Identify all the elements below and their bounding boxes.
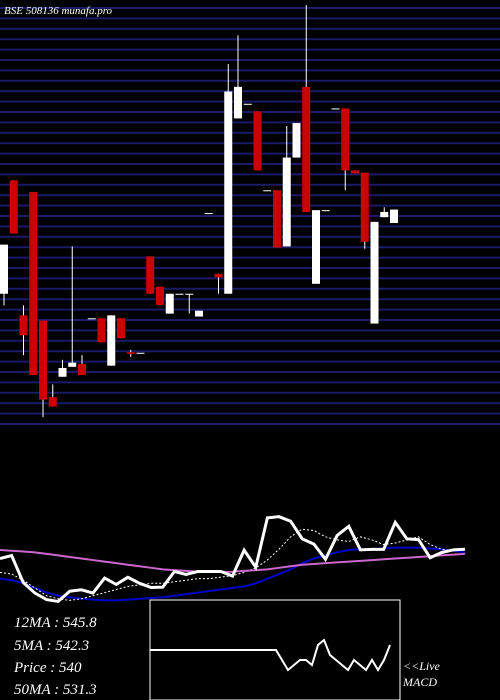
candle-body bbox=[156, 286, 164, 305]
candle-body bbox=[321, 210, 330, 212]
candle-body bbox=[214, 273, 223, 278]
candle-body bbox=[380, 211, 389, 218]
candle-body bbox=[282, 157, 291, 247]
ma-line bbox=[0, 549, 466, 573]
macd-line bbox=[150, 638, 391, 672]
candle-body bbox=[58, 367, 67, 377]
candle-body bbox=[68, 362, 77, 367]
ma-label: 12MA : 545.8 bbox=[14, 615, 97, 631]
candle-body bbox=[107, 315, 116, 366]
macd-label: <<Live bbox=[403, 659, 441, 673]
candle-body bbox=[87, 318, 96, 320]
ma-label: 5MA : 542.3 bbox=[14, 638, 89, 654]
candle-body bbox=[360, 172, 369, 242]
macd-label: MACD bbox=[402, 675, 437, 689]
candle-body bbox=[19, 315, 28, 336]
candle-body bbox=[165, 293, 174, 314]
chart-title: BSE 508136 munafa.pro bbox=[4, 5, 113, 17]
candle-body bbox=[78, 363, 86, 375]
candle-body bbox=[292, 123, 301, 158]
ma-label: 50MA : 531.3 bbox=[14, 682, 97, 698]
candle-body bbox=[146, 256, 155, 294]
candle-body bbox=[234, 86, 242, 119]
candle-body bbox=[117, 318, 125, 339]
candle-body bbox=[126, 352, 135, 354]
candle-body bbox=[263, 190, 272, 192]
ma-line bbox=[0, 546, 466, 602]
candle-body bbox=[0, 244, 8, 294]
candle-body bbox=[195, 310, 203, 317]
ma-label: Price : 540 bbox=[13, 660, 82, 676]
candle-body bbox=[390, 209, 398, 224]
candle-body bbox=[224, 91, 233, 294]
candle-body bbox=[204, 213, 213, 215]
candle-body bbox=[39, 320, 47, 400]
candle-body bbox=[243, 103, 252, 105]
candle-body bbox=[97, 318, 106, 343]
candle-body bbox=[185, 293, 194, 295]
candle-body bbox=[273, 190, 281, 248]
candle-body bbox=[312, 210, 320, 284]
price-line bbox=[0, 515, 466, 604]
candle-body bbox=[351, 170, 359, 174]
candle-body bbox=[48, 397, 57, 407]
candle-body bbox=[341, 108, 350, 171]
candle-body bbox=[302, 86, 311, 212]
candle-body bbox=[136, 352, 145, 354]
candle-body bbox=[331, 108, 340, 110]
candle-body bbox=[29, 192, 38, 375]
candle-body bbox=[175, 293, 184, 295]
candle-body bbox=[9, 180, 18, 234]
candle-body bbox=[253, 111, 262, 171]
candle-body bbox=[370, 221, 379, 324]
